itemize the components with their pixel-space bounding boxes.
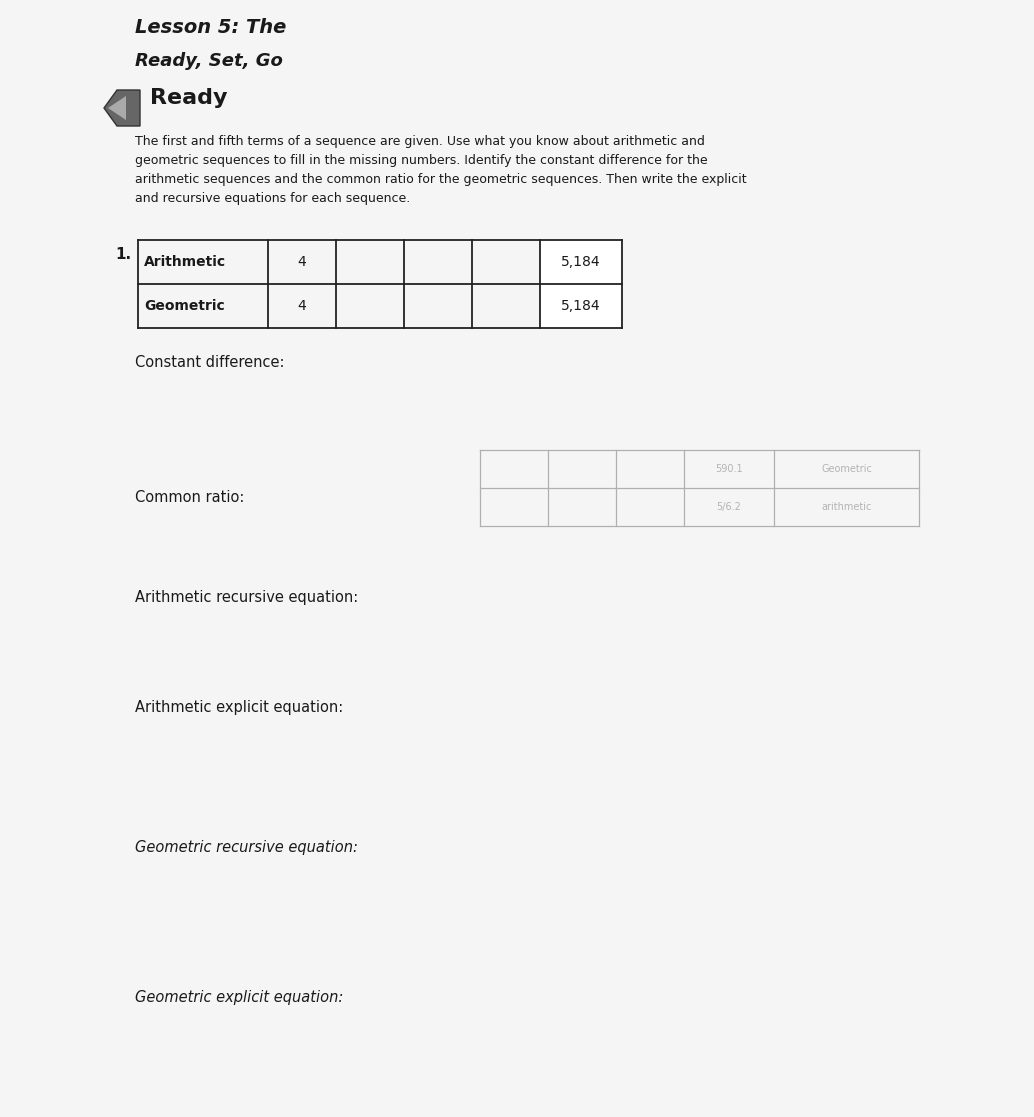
Text: 5,184: 5,184 bbox=[561, 299, 601, 313]
Text: Lesson 5: The: Lesson 5: The bbox=[135, 18, 286, 37]
Text: 5/6.2: 5/6.2 bbox=[717, 502, 741, 512]
Bar bbox=[540, 240, 622, 284]
Text: Geometric: Geometric bbox=[144, 299, 224, 313]
Text: Arithmetic recursive equation:: Arithmetic recursive equation: bbox=[135, 590, 358, 605]
Text: Arithmetic explicit equation:: Arithmetic explicit equation: bbox=[135, 700, 343, 715]
Text: 5,184: 5,184 bbox=[561, 255, 601, 269]
Text: 4: 4 bbox=[298, 255, 306, 269]
Polygon shape bbox=[108, 96, 126, 120]
Text: Ready: Ready bbox=[150, 88, 227, 108]
Text: Geometric: Geometric bbox=[821, 464, 872, 474]
Text: arithmetic: arithmetic bbox=[821, 502, 872, 512]
Text: The first and fifth terms of a sequence are given. Use what you know about arith: The first and fifth terms of a sequence … bbox=[135, 135, 747, 206]
Bar bbox=[540, 284, 622, 328]
Text: Arithmetic: Arithmetic bbox=[144, 255, 226, 269]
Text: Geometric explicit equation:: Geometric explicit equation: bbox=[135, 990, 343, 1005]
Polygon shape bbox=[104, 90, 140, 126]
Text: Common ratio:: Common ratio: bbox=[135, 490, 244, 505]
Text: Ready, Set, Go: Ready, Set, Go bbox=[135, 52, 283, 70]
Text: Geometric recursive equation:: Geometric recursive equation: bbox=[135, 840, 358, 855]
Text: 4: 4 bbox=[298, 299, 306, 313]
Text: 590.1: 590.1 bbox=[716, 464, 742, 474]
Text: 1.: 1. bbox=[115, 247, 131, 262]
Text: Constant difference:: Constant difference: bbox=[135, 355, 284, 370]
